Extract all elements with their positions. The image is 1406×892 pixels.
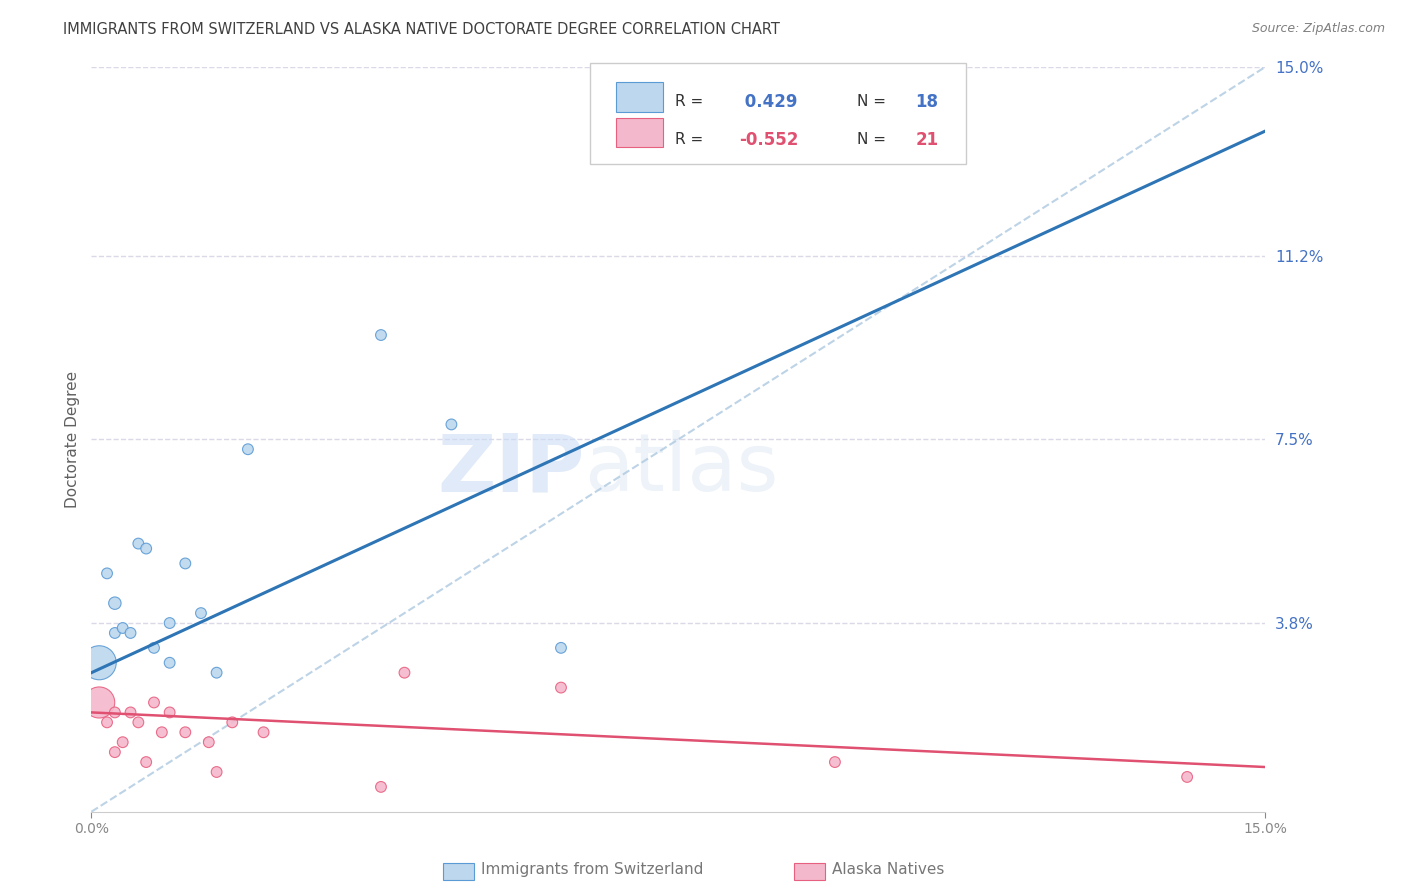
Point [252, 725, 274, 739]
Text: N =: N = [856, 132, 891, 147]
Point [236, 442, 259, 457]
Point [89, 696, 111, 710]
Point [174, 725, 197, 739]
Text: ZIP: ZIP [437, 430, 585, 508]
Point [111, 735, 134, 749]
Point [550, 681, 572, 695]
Point [824, 755, 846, 769]
FancyBboxPatch shape [616, 82, 664, 112]
Text: atlas: atlas [585, 430, 779, 508]
Point [205, 665, 228, 680]
Point [159, 706, 181, 720]
Text: 18: 18 [915, 93, 939, 111]
Y-axis label: Doctorate Degree: Doctorate Degree [65, 371, 80, 508]
Point [205, 764, 228, 779]
Point [197, 735, 219, 749]
Point [550, 640, 572, 655]
Text: -0.552: -0.552 [740, 131, 799, 149]
Text: N =: N = [856, 95, 891, 110]
Text: 0.429: 0.429 [740, 93, 799, 111]
Point [127, 536, 149, 550]
Point [440, 417, 463, 432]
Point [370, 780, 392, 794]
Point [104, 596, 127, 610]
Point [221, 715, 243, 730]
Text: IMMIGRANTS FROM SWITZERLAND VS ALASKA NATIVE DOCTORATE DEGREE CORRELATION CHART: IMMIGRANTS FROM SWITZERLAND VS ALASKA NA… [63, 22, 780, 37]
Point [159, 656, 181, 670]
FancyBboxPatch shape [616, 118, 664, 147]
Point [127, 715, 149, 730]
Text: R =: R = [675, 95, 709, 110]
Text: Alaska Natives: Alaska Natives [832, 863, 945, 877]
Point [104, 626, 127, 640]
Text: 21: 21 [915, 131, 939, 149]
FancyBboxPatch shape [591, 63, 966, 164]
Text: Immigrants from Switzerland: Immigrants from Switzerland [481, 863, 703, 877]
Text: Source: ZipAtlas.com: Source: ZipAtlas.com [1251, 22, 1385, 36]
Point [104, 745, 127, 759]
Point [120, 706, 142, 720]
Point [104, 706, 127, 720]
Point [150, 725, 173, 739]
Point [120, 626, 142, 640]
Point [143, 640, 166, 655]
Point [111, 621, 134, 635]
Point [135, 755, 157, 769]
Point [89, 656, 111, 670]
Point [1175, 770, 1198, 784]
Point [190, 606, 212, 620]
Point [394, 665, 416, 680]
Point [174, 557, 197, 571]
Point [96, 566, 118, 581]
Point [370, 328, 392, 343]
Text: R =: R = [675, 132, 709, 147]
Point [96, 715, 118, 730]
Point [135, 541, 157, 556]
Point [143, 696, 166, 710]
Point [159, 615, 181, 630]
